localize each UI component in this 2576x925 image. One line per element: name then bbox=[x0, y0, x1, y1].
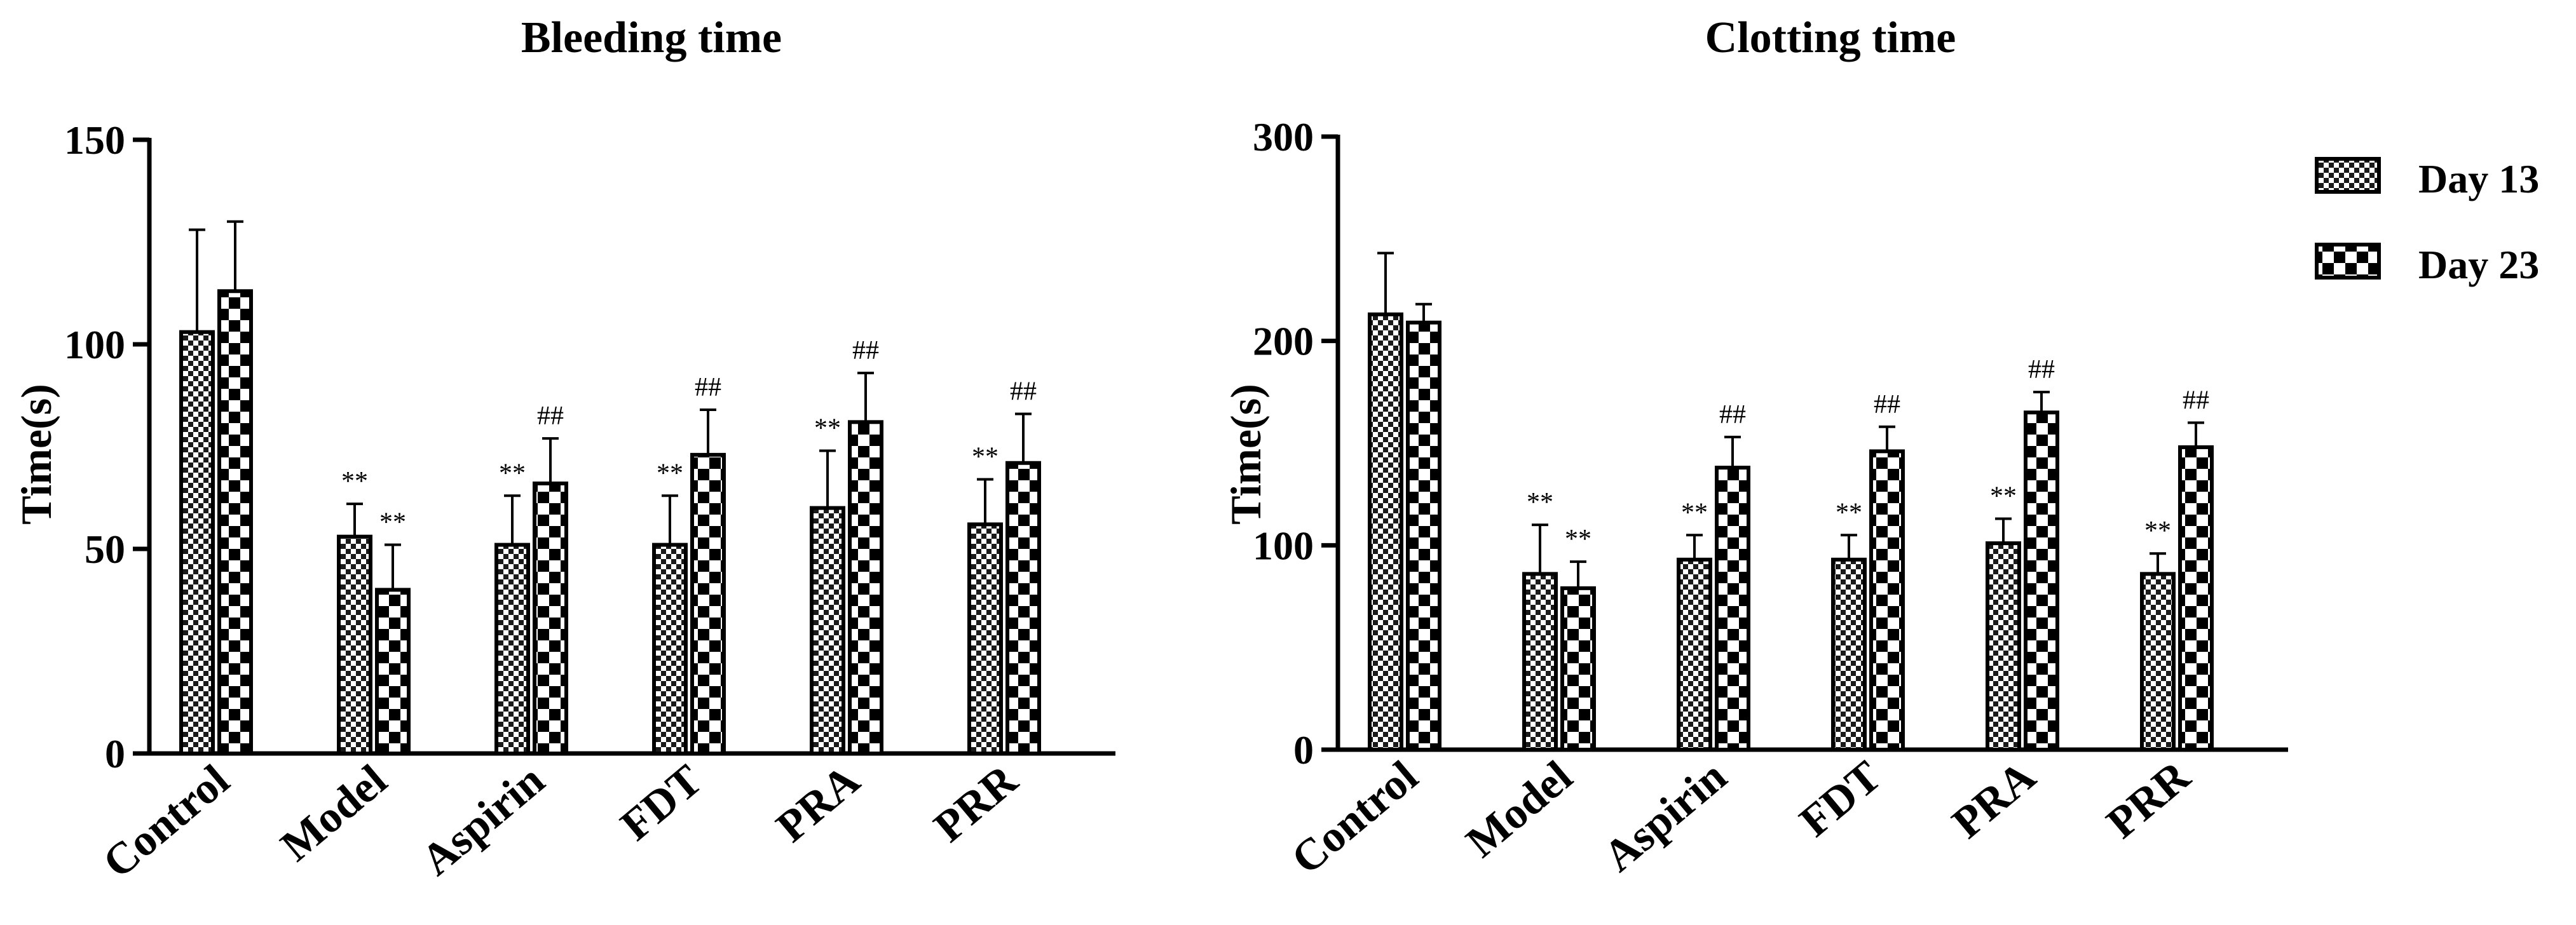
significance-label: ** bbox=[499, 459, 526, 488]
legend-swatch-day13 bbox=[2315, 157, 2381, 194]
bar bbox=[1715, 466, 1750, 752]
axes: 0 100 200 300 bbox=[1253, 114, 2288, 773]
clotting-time-chart: Clotting time Time(s) 0 100 200 300 ** ** ** #… bbox=[1222, 13, 2288, 884]
bar bbox=[533, 481, 568, 756]
y-tick-label: 300 bbox=[1253, 114, 1314, 159]
bar bbox=[848, 420, 883, 755]
y-tick-label: 50 bbox=[85, 527, 125, 572]
y-tick-label: 0 bbox=[105, 731, 125, 776]
significance-label: ** bbox=[1836, 498, 1862, 527]
bar bbox=[2140, 572, 2176, 752]
chart-title: Clotting time bbox=[1705, 13, 1956, 62]
legend-label-day23: Day 23 bbox=[2418, 242, 2539, 287]
significance-label: ** bbox=[657, 459, 683, 488]
bar bbox=[1986, 541, 2021, 752]
significance-label: ** bbox=[1527, 488, 1553, 517]
significance-label: ** bbox=[1565, 525, 1591, 554]
significance-label: ## bbox=[1874, 390, 1900, 419]
x-tick-label: Aspirin bbox=[1595, 752, 1736, 881]
axes: 0 50 100 150 bbox=[64, 118, 1115, 776]
bleeding-time-chart: Bleeding time Time(s) 0 50 100 150 ** ** ** ##… bbox=[12, 13, 1115, 888]
bar bbox=[690, 452, 726, 755]
bar bbox=[494, 543, 530, 755]
bar bbox=[1522, 572, 1558, 752]
significance-label: ** bbox=[814, 414, 841, 443]
significance-label: ** bbox=[972, 443, 998, 472]
bar bbox=[967, 522, 1003, 755]
bar bbox=[1831, 557, 1867, 752]
bar bbox=[2178, 445, 2214, 752]
significance-label: ## bbox=[537, 402, 564, 431]
x-tick-label: PRR bbox=[2098, 751, 2200, 847]
legend: Day 13 Day 23 bbox=[2315, 156, 2539, 287]
significance-label: ** bbox=[1990, 482, 2017, 511]
x-tick-label: Model bbox=[1457, 752, 1581, 867]
x-tick-label: Model bbox=[272, 755, 396, 870]
y-tick-label: 100 bbox=[64, 322, 125, 367]
significance-label: ## bbox=[852, 336, 879, 365]
x-tick-label: PRR bbox=[925, 755, 1028, 851]
significance-label: ** bbox=[379, 508, 406, 537]
y-tick-label: 100 bbox=[1253, 523, 1314, 568]
y-tick-label: 150 bbox=[64, 118, 125, 163]
significance-label: ## bbox=[1010, 377, 1037, 406]
bar bbox=[2024, 410, 2059, 752]
significance-label: ## bbox=[2028, 355, 2055, 384]
chart-title: Bleeding time bbox=[521, 13, 782, 62]
x-tick-label: FDT bbox=[612, 755, 712, 850]
x-tick-label: Aspirin bbox=[412, 755, 554, 885]
x-tick-label: FDT bbox=[1791, 752, 1891, 846]
bar bbox=[1368, 312, 1403, 752]
significance-label: ## bbox=[695, 373, 721, 402]
bar bbox=[1005, 461, 1041, 755]
bars: ** ** ** ## ** ## ** ## ** ## bbox=[1368, 252, 2214, 752]
significance-label: ## bbox=[1719, 400, 1746, 429]
category-labels: Control Model Aspirin FDT PRA PRR bbox=[94, 755, 1027, 888]
legend-swatch-day23 bbox=[2315, 243, 2381, 280]
significance-label: ** bbox=[1681, 498, 1708, 527]
y-tick-label: 200 bbox=[1253, 319, 1314, 364]
bar bbox=[337, 534, 372, 755]
bar bbox=[217, 289, 253, 755]
y-axis-label: Time(s) bbox=[1222, 384, 1270, 525]
bar bbox=[1560, 586, 1596, 752]
significance-label: ## bbox=[2183, 386, 2209, 415]
bar bbox=[1677, 557, 1712, 752]
x-tick-label: PRA bbox=[1944, 752, 2045, 848]
bar bbox=[179, 330, 215, 755]
bar bbox=[1406, 320, 1441, 752]
bar bbox=[1869, 449, 1905, 752]
y-tick-label: 0 bbox=[1293, 727, 1314, 773]
bar bbox=[810, 506, 845, 755]
bar bbox=[652, 543, 688, 755]
significance-label: ** bbox=[341, 467, 368, 496]
bars: ** ** ** ## ** ## ** ## ** ## bbox=[179, 220, 1041, 756]
legend-label-day13: Day 13 bbox=[2418, 156, 2539, 201]
category-labels: Control Model Aspirin FDT PRA PRR bbox=[1283, 751, 2200, 884]
y-axis-label: Time(s) bbox=[12, 384, 60, 525]
significance-label: ** bbox=[2144, 517, 2171, 546]
x-tick-label: PRA bbox=[768, 755, 869, 852]
bar bbox=[375, 588, 411, 756]
